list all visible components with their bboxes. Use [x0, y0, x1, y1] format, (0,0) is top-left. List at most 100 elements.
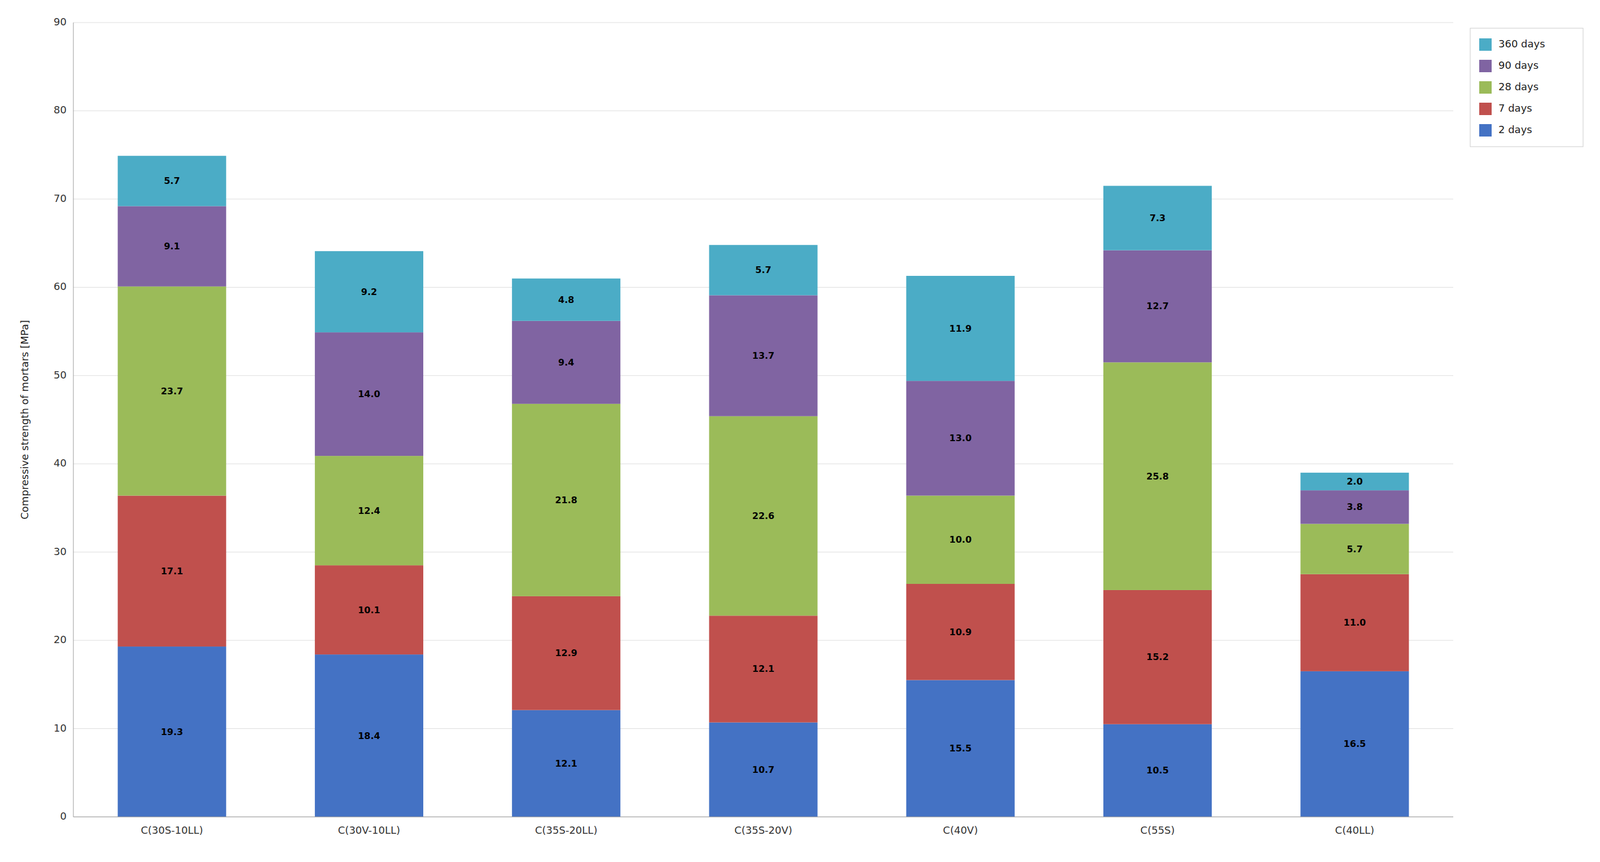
data-label: 13.7 — [752, 350, 775, 362]
x-tick-label: C(30S-10LL) — [140, 824, 203, 837]
data-label: 2.0 — [1346, 476, 1363, 488]
data-label: 10.7 — [752, 764, 775, 776]
legend: 360 days 90 days 28 days 7 days 2 days — [1470, 28, 1584, 147]
y-axis-line — [73, 22, 74, 818]
bar-segment — [314, 251, 424, 333]
legend-swatch — [1479, 124, 1492, 137]
x-tick-label: C(55S) — [1140, 824, 1176, 837]
data-label: 12.1 — [752, 663, 775, 675]
bar-segment — [1103, 185, 1212, 251]
bar-segment — [1103, 250, 1212, 363]
data-label: 5.7 — [1346, 544, 1363, 555]
data-label: 17.1 — [160, 566, 183, 577]
bar-segment — [1300, 574, 1409, 672]
data-label: 9.1 — [163, 240, 180, 252]
x-axis-line — [73, 817, 1454, 818]
data-label: 19.3 — [160, 726, 183, 738]
bar-segment — [511, 710, 621, 818]
bar-segment — [117, 286, 227, 497]
data-label: 12.7 — [1146, 300, 1169, 312]
data-label: 9.2 — [361, 286, 378, 298]
bar-segment — [314, 332, 424, 457]
bar-segment — [314, 654, 424, 818]
data-label: 11.0 — [1343, 617, 1366, 629]
legend-swatch — [1479, 59, 1492, 73]
bar-segment — [1300, 490, 1409, 524]
data-label: 10.1 — [357, 605, 380, 616]
data-label: 10.5 — [1146, 765, 1169, 777]
data-label: 12.4 — [357, 505, 380, 517]
legend-label: 360 days — [1498, 37, 1546, 50]
data-label: 14.0 — [357, 388, 380, 400]
bar-segment — [708, 295, 818, 416]
legend-swatch — [1479, 81, 1492, 94]
bar-segment — [1103, 362, 1212, 591]
x-tick-label: C(40LL) — [1335, 824, 1375, 837]
bar-segment — [708, 244, 818, 296]
bar-segment — [708, 615, 818, 723]
bar-segment — [906, 275, 1015, 381]
y-tick-label: 80 — [53, 103, 67, 116]
x-tick-label: C(40V) — [943, 824, 979, 837]
x-tick-label: C(30V-10LL) — [338, 824, 401, 837]
bar-segment — [906, 496, 1015, 585]
data-label: 12.9 — [554, 647, 577, 659]
y-tick-label: 90 — [53, 15, 67, 28]
data-label: 12.1 — [554, 758, 577, 770]
data-label: 11.9 — [949, 323, 972, 335]
data-label: 10.0 — [949, 534, 972, 546]
data-label: 23.7 — [160, 386, 183, 397]
y-tick-label: 0 — [60, 810, 67, 823]
y-axis: 0102030405060708090 — [53, 15, 74, 823]
bar-segment — [906, 584, 1015, 681]
bar-segment — [1103, 724, 1212, 818]
data-label: 15.2 — [1146, 651, 1169, 663]
grid-line — [73, 110, 1454, 112]
bar-segment — [708, 722, 818, 818]
x-tick-label: C(35S-20V) — [734, 824, 793, 837]
bar-segment — [511, 596, 621, 711]
data-label: 10.9 — [949, 627, 972, 638]
bar-segment — [511, 278, 621, 322]
bar-segment — [1300, 472, 1409, 491]
data-label: 5.7 — [163, 175, 180, 187]
y-tick-label: 10 — [53, 722, 67, 735]
bar-segment — [511, 404, 621, 597]
data-labels: 19.318.412.110.715.510.516.517.110.112.9… — [160, 175, 1366, 777]
bar-segment — [314, 565, 424, 655]
bar-segment — [117, 205, 227, 287]
data-label: 22.6 — [752, 510, 775, 522]
bar-segment — [906, 680, 1015, 818]
grid-line — [73, 22, 1454, 24]
bars — [117, 155, 1410, 818]
legend-label: 28 days — [1498, 80, 1539, 93]
bar-segment — [1300, 524, 1409, 575]
data-label: 9.4 — [558, 357, 574, 368]
data-label: 7.3 — [1149, 212, 1166, 224]
data-label: 25.8 — [1146, 471, 1169, 482]
data-label: 13.0 — [949, 432, 972, 444]
bar-segment — [314, 456, 424, 566]
data-label: 4.8 — [558, 294, 574, 306]
y-tick-label: 30 — [53, 545, 67, 558]
bar-segment — [1300, 671, 1409, 818]
y-tick-label: 50 — [53, 369, 67, 381]
legend-box — [1470, 28, 1584, 147]
legend-label: 7 days — [1498, 102, 1533, 115]
grid-line — [73, 817, 1454, 818]
data-label: 21.8 — [554, 494, 577, 506]
legend-label: 90 days — [1498, 59, 1539, 72]
bar-segment — [906, 380, 1015, 496]
data-label: 3.8 — [1346, 501, 1363, 513]
bar-segment — [511, 321, 621, 405]
grid-line — [73, 198, 1454, 200]
bar-segment — [117, 646, 227, 818]
data-label: 15.5 — [949, 743, 972, 755]
chart: 0102030405060708090Compressive strength … — [0, 0, 1600, 862]
y-tick-label: 70 — [53, 192, 67, 205]
legend-label: 2 days — [1498, 123, 1533, 136]
bar-segment — [1103, 590, 1212, 725]
y-tick-label: 40 — [53, 457, 67, 469]
legend-swatch — [1479, 38, 1492, 51]
bar-segment — [117, 155, 227, 206]
